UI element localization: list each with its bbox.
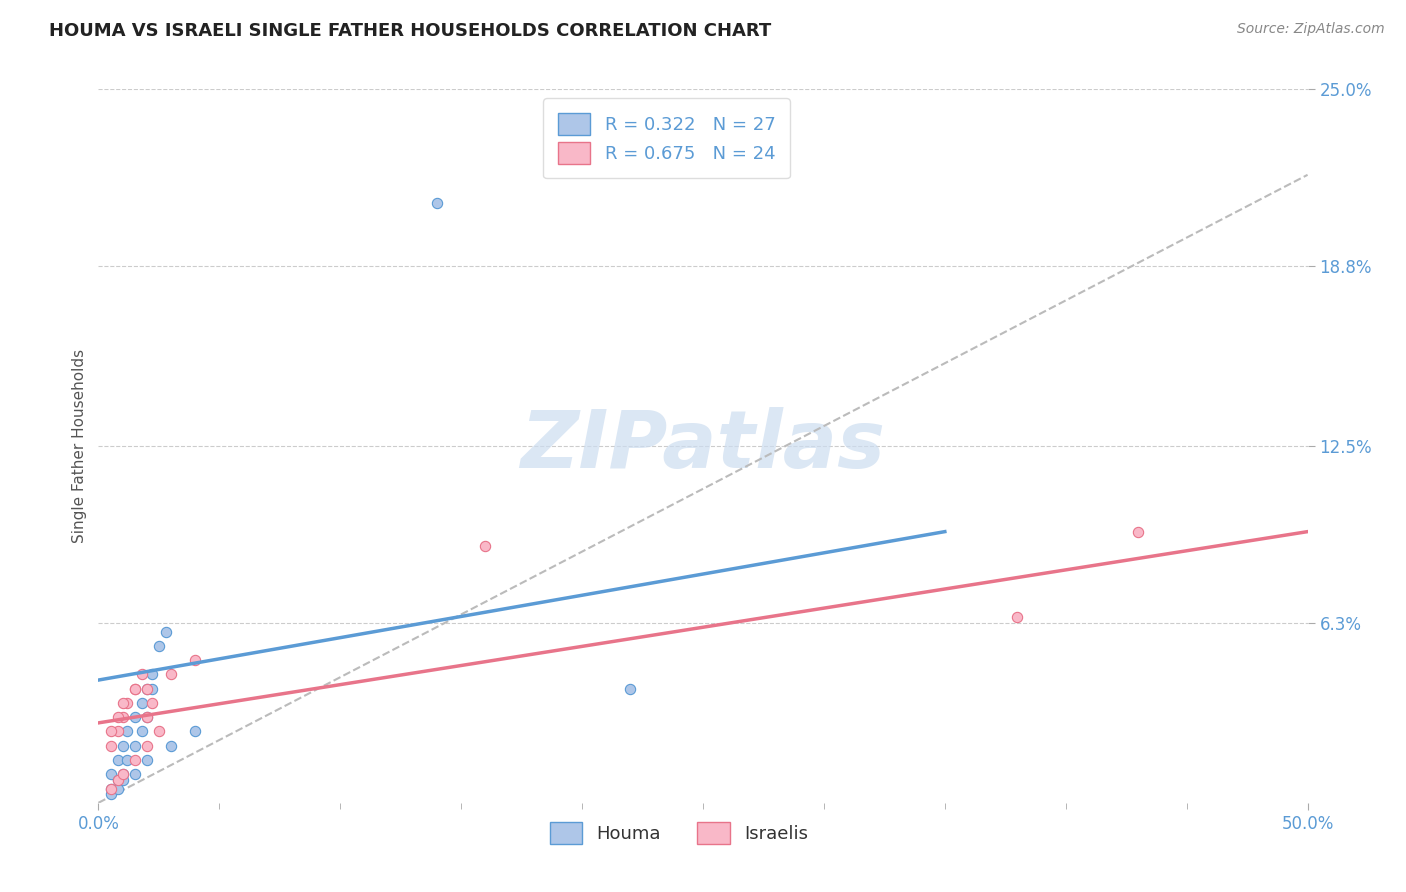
Point: [107, 772, 129, 787]
Y-axis label: Single Father Households: Single Father Households: [72, 349, 87, 543]
Point: [141, 681, 163, 696]
Point: [111, 767, 134, 781]
Point: [141, 667, 163, 681]
Point: [107, 724, 129, 739]
Point: [184, 724, 207, 739]
Point: [474, 539, 496, 553]
Legend: Houma, Israelis: Houma, Israelis: [543, 814, 815, 851]
Point: [124, 753, 146, 767]
Point: [135, 710, 157, 724]
Point: [124, 681, 146, 696]
Text: ZIPatlas: ZIPatlas: [520, 407, 886, 485]
Point: [619, 681, 641, 696]
Point: [135, 681, 157, 696]
Point: [111, 739, 134, 753]
Point: [141, 696, 163, 710]
Point: [155, 624, 177, 639]
Point: [107, 710, 129, 724]
Point: [100, 787, 122, 801]
Point: [135, 753, 157, 767]
Text: Source: ZipAtlas.com: Source: ZipAtlas.com: [1237, 22, 1385, 37]
Text: HOUMA VS ISRAELI SINGLE FATHER HOUSEHOLDS CORRELATION CHART: HOUMA VS ISRAELI SINGLE FATHER HOUSEHOLD…: [49, 22, 772, 40]
Point: [135, 739, 157, 753]
Point: [124, 710, 146, 724]
Point: [135, 710, 157, 724]
Point: [111, 772, 134, 787]
Point: [160, 667, 183, 681]
Point: [100, 767, 122, 781]
Point: [124, 767, 146, 781]
Point: [100, 739, 122, 753]
Point: [107, 753, 129, 767]
Point: [117, 696, 139, 710]
Point: [184, 653, 207, 667]
Point: [131, 724, 153, 739]
Point: [426, 196, 449, 211]
Point: [131, 667, 153, 681]
Point: [131, 696, 153, 710]
Point: [148, 639, 170, 653]
Point: [124, 681, 146, 696]
Point: [100, 781, 122, 796]
Point: [148, 724, 170, 739]
Point: [117, 724, 139, 739]
Point: [1007, 610, 1029, 624]
Point: [111, 710, 134, 724]
Point: [111, 696, 134, 710]
Point: [124, 739, 146, 753]
Point: [111, 767, 134, 781]
Point: [160, 739, 183, 753]
Point: [117, 753, 139, 767]
Point: [100, 781, 122, 796]
Point: [107, 781, 129, 796]
Point: [107, 772, 129, 787]
Point: [1128, 524, 1150, 539]
Point: [135, 681, 157, 696]
Point: [100, 724, 122, 739]
